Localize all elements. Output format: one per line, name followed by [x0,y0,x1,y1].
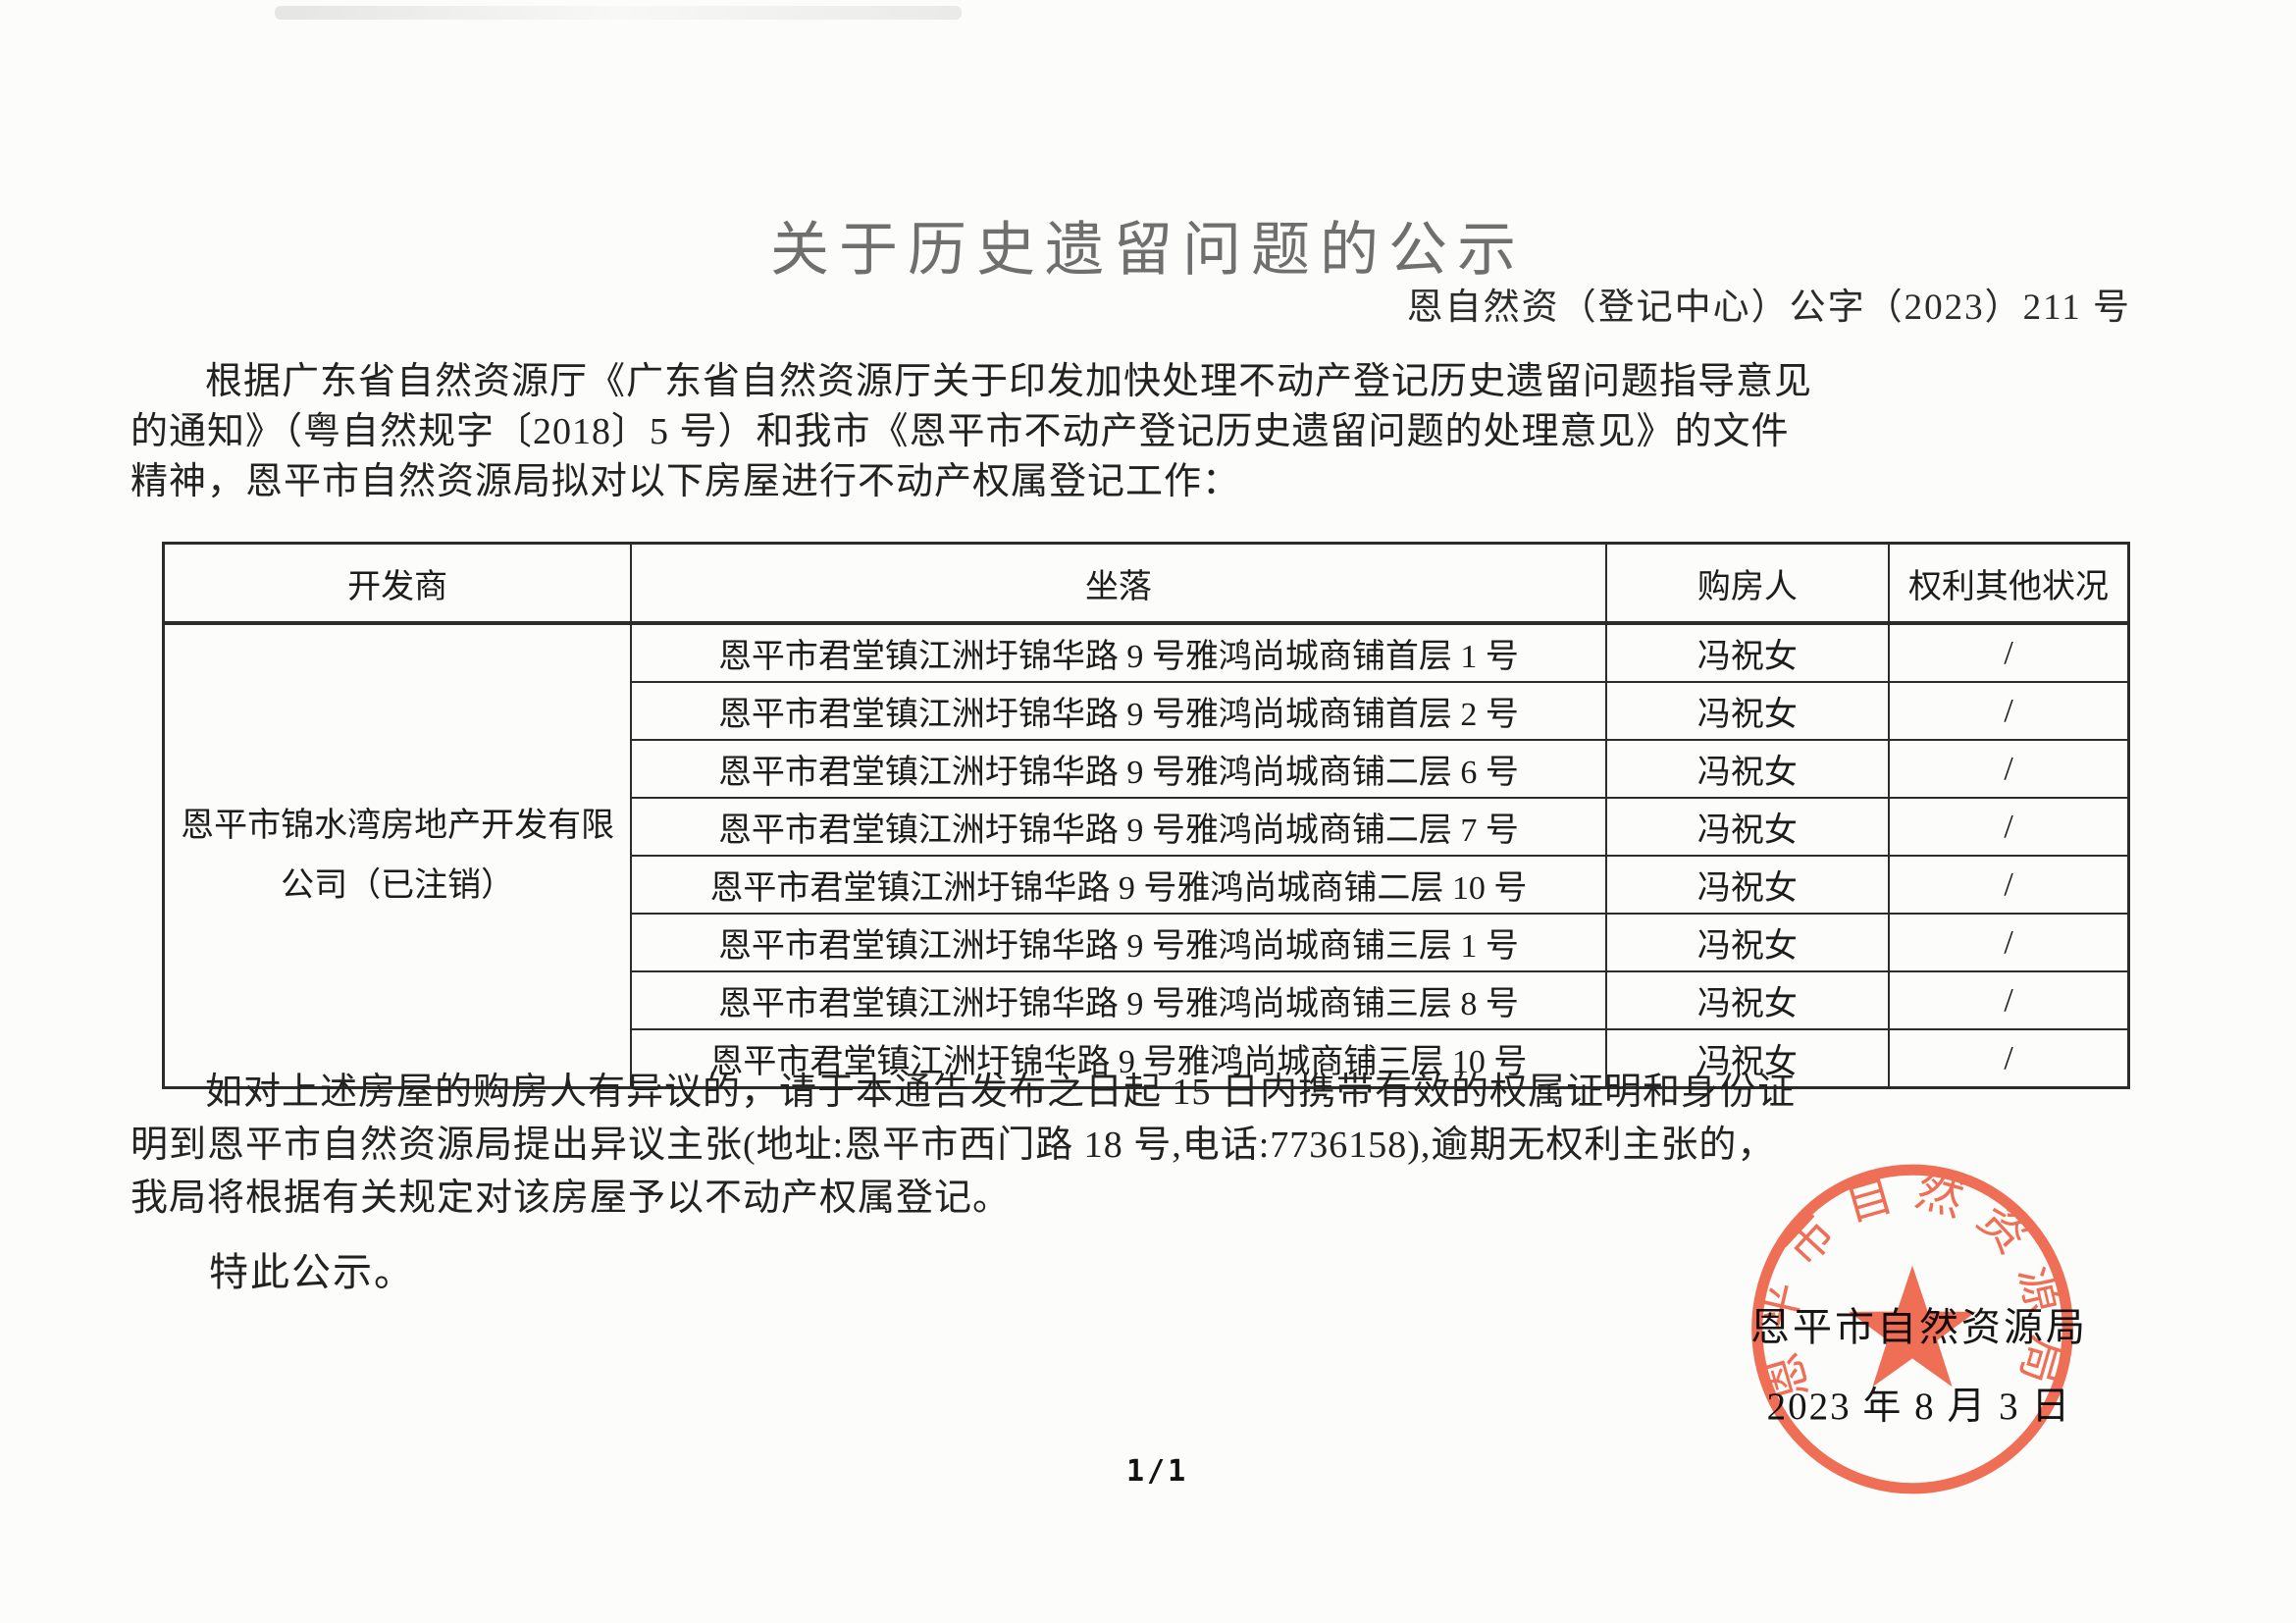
location-cell: 恩平市君堂镇江洲圩锦华路 9 号雅鸿尚城商铺三层 8 号 [630,970,1607,1030]
rights-status-cell: / [1888,970,2130,1030]
rights-status-cell: / [1888,1028,2130,1089]
property-table-container: 开发商 坐落 购房人 权利其他状况 恩平市锦水湾房地产开发有限公司（已注销） 恩… [162,542,2130,1089]
table-header-row: 开发商 坐落 购房人 权利其他状况 [162,542,2130,625]
buyer-cell: 冯祝女 [1604,970,1891,1030]
table-row: 恩平市君堂镇江洲圩锦华路 9 号雅鸿尚城商铺二层 6 号 冯祝女 / [164,739,2130,799]
column-header-buyer: 购房人 [1604,542,1891,625]
buyer-cell: 冯祝女 [1604,855,1891,915]
location-cell: 恩平市君堂镇江洲圩锦华路 9 号雅鸿尚城商铺三层 1 号 [630,913,1607,972]
location-cell: 恩平市君堂镇江洲圩锦华路 9 号雅鸿尚城商铺三层 10 号 [630,1028,1607,1089]
table-row: 恩平市君堂镇江洲圩锦华路 9 号雅鸿尚城商铺三层 10 号 冯祝女 / [164,1028,2130,1089]
intro-paragraph: 根据广东省自然资源厅《广东省自然资源厅关于印发加快处理不动产登记历史遗留问题指导… [130,357,2167,507]
location-cell: 恩平市君堂镇江洲圩锦华路 9 号雅鸿尚城商铺首层 1 号 [630,622,1607,683]
page-title: 关于历史遗留问题的公示 [770,218,1526,284]
rights-status-cell: / [1888,739,2130,799]
official-stamp: 恩平市自然资源局 [1751,1164,2073,1494]
intro-line: 的通知》（粤自然规字〔2018〕5 号）和我市《恩平市不动产登记历史遗留问题的处… [130,411,1790,452]
buyer-cell: 冯祝女 [1604,1028,1891,1089]
notice-line: 如对上述房屋的购房人有异议的，请于本通告发布之日起 15 日内携带有效的权属证明… [205,1072,1797,1113]
developer-cell: 恩平市锦水湾房地产开发有限公司（已注销） [162,622,633,1089]
stamp-ring [1751,1164,2073,1494]
location-cell: 恩平市君堂镇江洲圩锦华路 9 号雅鸿尚城商铺二层 7 号 [630,797,1607,857]
notice-paragraph: 如对上述房屋的购房人有异议的，请于本通告发布之日起 15 日内携带有效的权属证明… [130,1066,2167,1225]
buyer-cell: 冯祝女 [1604,797,1891,857]
closing-note: 特此公示。 [209,1250,415,1294]
issue-date: 2023 年 8 月 3 日 [1766,1386,2072,1428]
property-table: 开发商 坐落 购房人 权利其他状况 恩平市锦水湾房地产开发有限公司（已注销） 恩… [162,542,2130,1089]
intro-line: 精神，恩平市自然资源局拟对以下房屋进行不动产权属登记工作： [130,461,1241,502]
scan-artifact [275,6,962,20]
rights-status-cell: / [1888,797,2130,857]
reference-number: 恩自然资（登记中心）公字（2023）211 号 [1406,288,2131,328]
rights-status-cell: / [1888,681,2130,741]
table-row: 恩平市君堂镇江洲圩锦华路 9 号雅鸿尚城商铺三层 8 号 冯祝女 / [164,970,2130,1030]
buyer-cell: 冯祝女 [1604,681,1891,741]
intro-line: 根据广东省自然资源厅《广东省自然资源厅关于印发加快处理不动产登记历史遗留问题指导… [205,361,1813,402]
location-cell: 恩平市君堂镇江洲圩锦华路 9 号雅鸿尚城商铺二层 6 号 [630,739,1607,799]
table-row: 恩平市君堂镇江洲圩锦华路 9 号雅鸿尚城商铺二层 7 号 冯祝女 / [164,797,2130,857]
table-row: 恩平市锦水湾房地产开发有限公司（已注销） 恩平市君堂镇江洲圩锦华路 9 号雅鸿尚… [162,622,2130,1089]
rights-status-cell: / [1888,622,2130,683]
notice-line: 明到恩平市自然资源局提出异议主张(地址:恩平市西门路 18 号,电话:77361… [130,1125,1776,1166]
page-number: 1/1 [1126,1454,1189,1489]
location-cell: 恩平市君堂镇江洲圩锦华路 9 号雅鸿尚城商铺二层 10 号 [630,855,1607,915]
rights-status-cell: / [1888,913,2130,972]
rights-status-cell: / [1888,855,2130,915]
notice-line: 我局将根据有关规定对该房屋予以不动产权属登记。 [130,1178,1012,1219]
buyer-cell: 冯祝女 [1604,622,1891,683]
table-row: 恩平市君堂镇江洲圩锦华路 9 号雅鸿尚城商铺二层 10 号 冯祝女 / [164,855,2130,915]
table-row: 恩平市君堂镇江洲圩锦华路 9 号雅鸿尚城商铺三层 1 号 冯祝女 / [164,913,2130,972]
buyer-cell: 冯祝女 [1604,739,1891,799]
column-header-developer: 开发商 [162,542,633,625]
star-icon [1849,1265,1976,1387]
column-header-rights-status: 权利其他状况 [1888,542,2130,625]
buyer-cell: 冯祝女 [1604,913,1891,972]
location-cell: 恩平市君堂镇江洲圩锦华路 9 号雅鸿尚城商铺首层 2 号 [630,681,1607,741]
column-header-location: 坐落 [630,542,1607,625]
table-row: 恩平市君堂镇江洲圩锦华路 9 号雅鸿尚城商铺首层 2 号 冯祝女 / [164,681,2130,741]
